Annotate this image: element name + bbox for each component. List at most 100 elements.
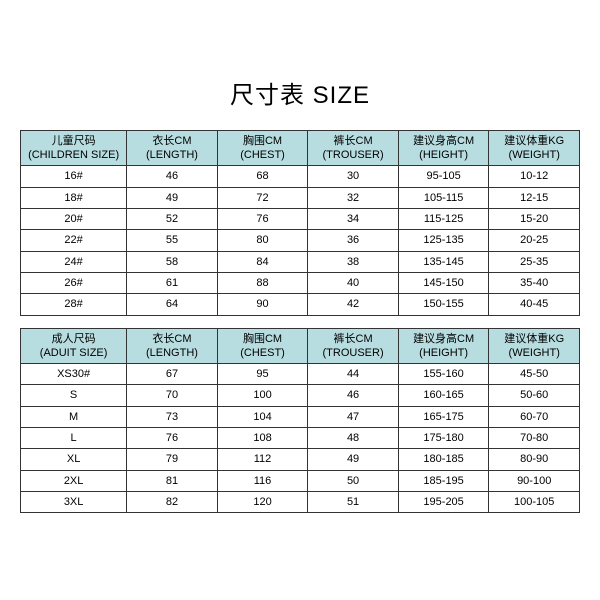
table-row: XL7911249180-18580-90	[21, 449, 580, 470]
table-cell: 64	[127, 294, 218, 315]
table-row: 2XL8111650185-19590-100	[21, 470, 580, 491]
table-cell: 52	[127, 209, 218, 230]
table-cell: 10-12	[489, 166, 580, 187]
table-cell: 44	[308, 364, 399, 385]
table-cell: 68	[217, 166, 308, 187]
table-cell: 61	[127, 272, 218, 293]
table-row: 16#46683095-10510-12	[21, 166, 580, 187]
table-cell: XL	[21, 449, 127, 470]
col-chest: 胸围CM(CHEST)	[217, 130, 308, 166]
col-chest: 胸围CM(CHEST)	[217, 328, 308, 364]
table-cell: 120	[217, 491, 308, 512]
table-cell: 73	[127, 406, 218, 427]
table-cell: 175-180	[398, 427, 489, 448]
children-table-body: 16#46683095-10510-1218#497232105-11512-1…	[21, 166, 580, 315]
table-cell: 45-50	[489, 364, 580, 385]
table-cell: 80	[217, 230, 308, 251]
table-cell: 90-100	[489, 470, 580, 491]
table-row: 20#527634115-12515-20	[21, 209, 580, 230]
table-cell: 125-135	[398, 230, 489, 251]
table-row: L7610848175-18070-80	[21, 427, 580, 448]
table-row: 28#649042150-15540-45	[21, 294, 580, 315]
table-cell: 32	[308, 187, 399, 208]
table-cell: 60-70	[489, 406, 580, 427]
table-cell: 24#	[21, 251, 127, 272]
table-cell: 49	[308, 449, 399, 470]
table-cell: 79	[127, 449, 218, 470]
col-trouser: 裤长CM(TROUSER)	[308, 328, 399, 364]
table-cell: 15-20	[489, 209, 580, 230]
col-length: 衣长CM(LENGTH)	[127, 130, 218, 166]
table-cell: 42	[308, 294, 399, 315]
table-cell: 76	[217, 209, 308, 230]
table-cell: 115-125	[398, 209, 489, 230]
table-header-row: 成人尺码(ADUIT SIZE) 衣长CM(LENGTH) 胸围CM(CHEST…	[21, 328, 580, 364]
adult-size-table: 成人尺码(ADUIT SIZE) 衣长CM(LENGTH) 胸围CM(CHEST…	[20, 328, 580, 514]
table-cell: 195-205	[398, 491, 489, 512]
table-cell: 28#	[21, 294, 127, 315]
table-cell: 18#	[21, 187, 127, 208]
col-height: 建议身高CM(HEIGHT)	[398, 328, 489, 364]
table-cell: 70-80	[489, 427, 580, 448]
table-cell: 46	[308, 385, 399, 406]
table-cell: 95-105	[398, 166, 489, 187]
table-cell: 76	[127, 427, 218, 448]
table-row: S7010046160-16550-60	[21, 385, 580, 406]
col-weight: 建议体重KG(WEIGHT)	[489, 130, 580, 166]
table-cell: 84	[217, 251, 308, 272]
table-cell: 50-60	[489, 385, 580, 406]
table-cell: 95	[217, 364, 308, 385]
table-cell: 108	[217, 427, 308, 448]
table-cell: 82	[127, 491, 218, 512]
table-cell: 90	[217, 294, 308, 315]
table-cell: 72	[217, 187, 308, 208]
table-header-row: 儿童尺码(CHILDREN SIZE) 衣长CM(LENGTH) 胸围CM(CH…	[21, 130, 580, 166]
table-cell: 160-165	[398, 385, 489, 406]
table-cell: 150-155	[398, 294, 489, 315]
table-cell: 35-40	[489, 272, 580, 293]
table-cell: 80-90	[489, 449, 580, 470]
table-cell: 70	[127, 385, 218, 406]
table-cell: 46	[127, 166, 218, 187]
table-cell: 104	[217, 406, 308, 427]
col-size: 儿童尺码(CHILDREN SIZE)	[21, 130, 127, 166]
table-row: 18#497232105-11512-15	[21, 187, 580, 208]
col-size: 成人尺码(ADUIT SIZE)	[21, 328, 127, 364]
table-cell: 22#	[21, 230, 127, 251]
table-cell: 100-105	[489, 491, 580, 512]
table-cell: 20-25	[489, 230, 580, 251]
table-cell: M	[21, 406, 127, 427]
table-row: M7310447165-17560-70	[21, 406, 580, 427]
table-cell: 105-115	[398, 187, 489, 208]
table-row: 24#588438135-14525-35	[21, 251, 580, 272]
table-cell: 34	[308, 209, 399, 230]
table-cell: 40	[308, 272, 399, 293]
table-cell: 12-15	[489, 187, 580, 208]
table-row: 22#558036125-13520-25	[21, 230, 580, 251]
table-cell: 67	[127, 364, 218, 385]
table-cell: 88	[217, 272, 308, 293]
table-cell: 116	[217, 470, 308, 491]
table-cell: 55	[127, 230, 218, 251]
table-cell: 58	[127, 251, 218, 272]
col-weight: 建议体重KG(WEIGHT)	[489, 328, 580, 364]
table-cell: 135-145	[398, 251, 489, 272]
table-cell: 49	[127, 187, 218, 208]
table-row: XS30#679544155-16045-50	[21, 364, 580, 385]
table-row: 26#618840145-15035-40	[21, 272, 580, 293]
table-cell: 26#	[21, 272, 127, 293]
table-cell: 165-175	[398, 406, 489, 427]
table-cell: 185-195	[398, 470, 489, 491]
table-cell: 2XL	[21, 470, 127, 491]
table-cell: 3XL	[21, 491, 127, 512]
table-cell: 180-185	[398, 449, 489, 470]
table-cell: XS30#	[21, 364, 127, 385]
table-cell: 50	[308, 470, 399, 491]
table-cell: 25-35	[489, 251, 580, 272]
table-cell: 47	[308, 406, 399, 427]
table-cell: 100	[217, 385, 308, 406]
page-title: 尺寸表 SIZE	[230, 75, 370, 110]
table-cell: 48	[308, 427, 399, 448]
col-height: 建议身高CM(HEIGHT)	[398, 130, 489, 166]
table-cell: 16#	[21, 166, 127, 187]
